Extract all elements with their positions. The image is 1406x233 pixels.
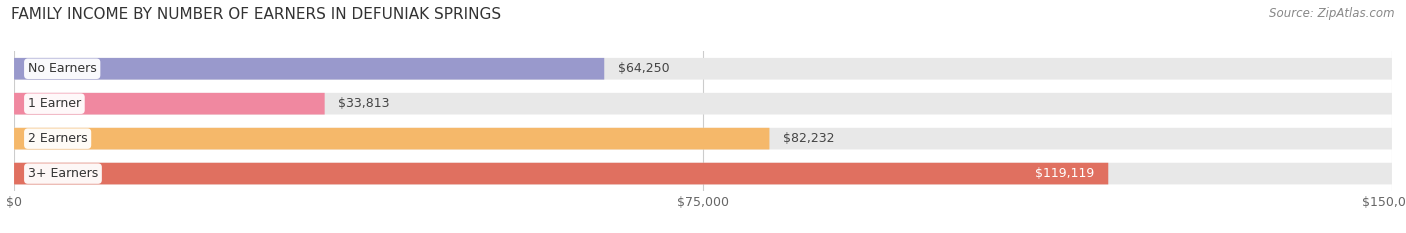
FancyBboxPatch shape [14, 58, 605, 80]
FancyBboxPatch shape [14, 163, 1392, 185]
FancyBboxPatch shape [14, 128, 769, 150]
FancyBboxPatch shape [14, 58, 1392, 80]
FancyBboxPatch shape [14, 93, 325, 115]
Text: 3+ Earners: 3+ Earners [28, 167, 98, 180]
FancyBboxPatch shape [14, 163, 1108, 185]
Text: No Earners: No Earners [28, 62, 97, 75]
FancyBboxPatch shape [14, 128, 1392, 150]
Text: $119,119: $119,119 [1035, 167, 1094, 180]
Text: 1 Earner: 1 Earner [28, 97, 82, 110]
Text: $82,232: $82,232 [783, 132, 835, 145]
FancyBboxPatch shape [14, 93, 1392, 115]
Text: $33,813: $33,813 [339, 97, 389, 110]
Text: $64,250: $64,250 [619, 62, 669, 75]
Text: FAMILY INCOME BY NUMBER OF EARNERS IN DEFUNIAK SPRINGS: FAMILY INCOME BY NUMBER OF EARNERS IN DE… [11, 7, 502, 22]
Text: 2 Earners: 2 Earners [28, 132, 87, 145]
Text: Source: ZipAtlas.com: Source: ZipAtlas.com [1270, 7, 1395, 20]
